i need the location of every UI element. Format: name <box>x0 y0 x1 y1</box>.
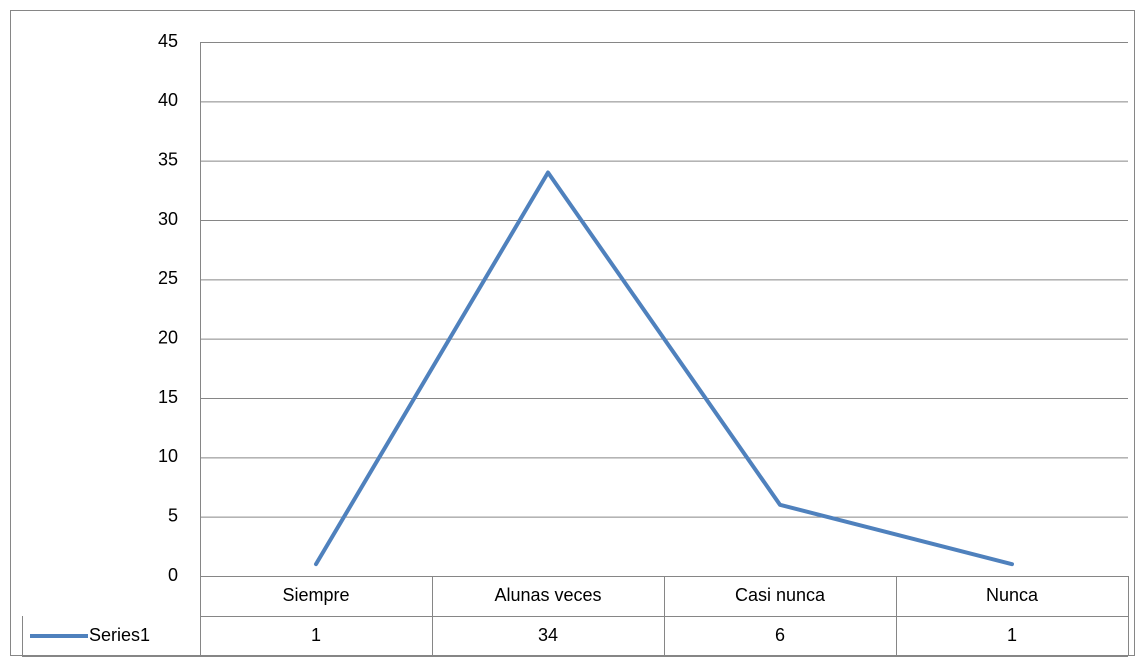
x-tick-label: Casi nunca <box>735 585 826 605</box>
y-tick-label: 35 <box>158 149 178 169</box>
x-tick-label: Nunca <box>986 585 1039 605</box>
table-value: 1 <box>1007 625 1017 645</box>
table-value: 1 <box>311 625 321 645</box>
table-value: 34 <box>538 625 558 645</box>
x-tick-label: Alunas veces <box>494 585 601 605</box>
table-value: 6 <box>775 625 785 645</box>
series-line <box>314 170 1014 567</box>
y-tick-label: 0 <box>168 565 178 585</box>
y-tick-label: 40 <box>158 90 178 110</box>
y-tick-label: 30 <box>158 209 178 229</box>
x-tick-label: Siempre <box>282 585 349 605</box>
y-tick-label: 20 <box>158 327 178 347</box>
legend-label: Series1 <box>89 625 150 645</box>
y-tick-label: 10 <box>158 446 178 466</box>
y-tick-label: 5 <box>168 505 178 525</box>
y-tick-label: 45 <box>158 31 178 51</box>
chart-border <box>10 10 1135 656</box>
y-tick-label: 15 <box>158 387 178 407</box>
y-tick-label: 25 <box>158 268 178 288</box>
